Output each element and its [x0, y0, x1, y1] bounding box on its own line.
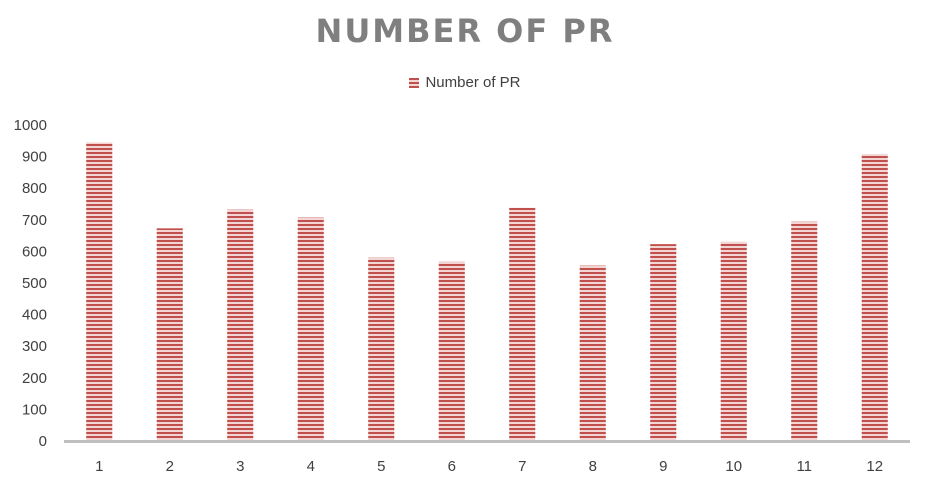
legend: Number of PR	[0, 74, 930, 91]
bar-10	[720, 241, 747, 441]
bar-1	[86, 142, 113, 441]
x-tick-label: 3	[236, 458, 244, 475]
y-tick-label: 1000	[14, 117, 47, 134]
bar-4	[297, 217, 324, 441]
y-axis-ticks: 0 100 200 300 400 500 600 700 800 900 1000	[14, 117, 47, 450]
y-tick-label: 500	[22, 275, 47, 292]
y-tick-label: 100	[22, 401, 47, 418]
x-tick-label: 12	[866, 458, 883, 475]
x-tick-label: 2	[166, 458, 174, 475]
x-tick-label: 8	[589, 458, 597, 475]
y-tick-label: 0	[39, 433, 47, 450]
chart-title: NUMBER OF PR	[315, 12, 615, 50]
x-tick-label: 4	[307, 458, 315, 475]
bar-6	[438, 261, 465, 441]
x-tick-label: 6	[448, 458, 456, 475]
x-tick-label: 11	[796, 458, 812, 475]
bar-11	[791, 221, 818, 441]
x-tick-label: 5	[377, 458, 385, 475]
bar-2	[156, 228, 183, 441]
y-tick-label: 200	[22, 370, 47, 387]
y-tick-label: 600	[22, 243, 47, 260]
bar-3	[227, 209, 254, 441]
bar-9	[650, 244, 677, 441]
y-tick-label: 300	[22, 338, 47, 355]
y-tick-label: 800	[22, 180, 47, 197]
x-tick-label: 7	[518, 458, 526, 475]
legend-swatch	[409, 77, 420, 88]
legend-label: Number of PR	[425, 74, 521, 91]
x-tick-label: 1	[95, 458, 103, 475]
x-tick-label: 9	[659, 458, 667, 475]
bar-12	[861, 154, 888, 441]
y-tick-label: 900	[22, 149, 47, 166]
bar-7	[509, 207, 536, 441]
bar-8	[579, 265, 606, 441]
bar-5	[368, 257, 395, 441]
y-tick-label: 400	[22, 307, 47, 324]
bars	[86, 142, 888, 441]
x-axis-ticks: 1 2 3 4 5 6 7 8 9 10 11 12	[95, 458, 883, 475]
y-tick-label: 700	[22, 212, 47, 229]
x-tick-label: 10	[725, 458, 742, 475]
